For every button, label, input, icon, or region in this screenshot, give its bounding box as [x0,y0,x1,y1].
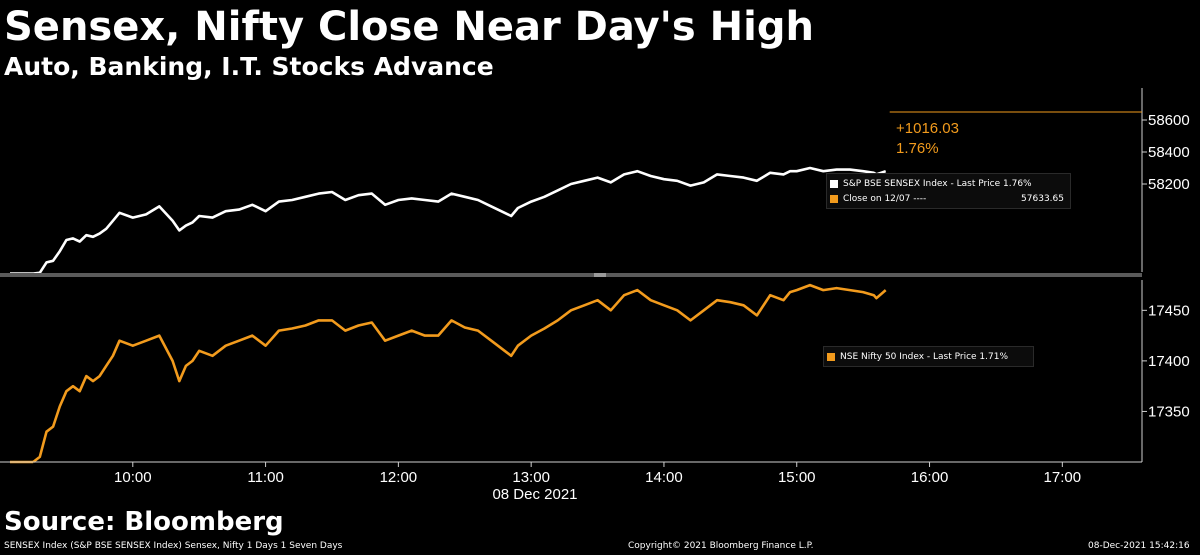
footer-timestamp: 08-Dec-2021 15:42:16 [1088,541,1190,551]
x-tick-label: 10:00 [114,469,152,486]
y-tick-label: 17400 [1148,353,1190,370]
x-tick-label: 15:00 [778,469,816,486]
panel-divider-handle[interactable] [594,273,606,277]
legend-swatch [830,194,838,203]
chart-subtitle: Auto, Banking, I.T. Stocks Advance [4,52,494,81]
chart-title: Sensex, Nifty Close Near Day's High [4,4,814,50]
y-tick-label: 17350 [1148,403,1190,420]
legend-label: S&P BSE SENSEX Index - Last Price 1.76% [843,178,1032,189]
y-tick-label: 58600 [1148,112,1190,129]
nifty-line [32,283,887,464]
panel-divider[interactable] [0,273,1142,277]
source-label: Source: Bloomberg [4,507,284,537]
change-annotation: +1016.03 [896,120,959,137]
x-tick-label: 16:00 [911,469,949,486]
footer-copyright: Copyright© 2021 Bloomberg Finance L.P. [628,541,814,551]
y-tick-label: 17450 [1148,302,1190,319]
legend-sensex: S&P BSE SENSEX Index - Last Price 1.76% … [826,173,1071,209]
legend-label: NSE Nifty 50 Index - Last Price 1.71% [840,351,1009,362]
x-axis: 10:00 11:00 12:00 13:00 14:00 15:00 16:00 17:00 [0,461,1142,486]
legend-item: S&P BSE SENSEX Index - Last Price 1.76% [830,176,1064,191]
x-tick-label: 14:00 [645,469,683,486]
date-label: 08 Dec 2021 [492,486,577,503]
legend-nifty: NSE Nifty 50 Index - Last Price 1.71% [823,346,1034,367]
nifty-panel: 17350 17400 17450 [10,280,1190,464]
x-tick-label: 13:00 [512,469,550,486]
x-tick-label: 17:00 [1044,469,1082,486]
legend-swatch [830,179,838,188]
legend-swatch [827,352,835,361]
legend-item: Close on 12/07 ---- 57633.65 [830,191,1064,206]
legend-value: 57633.65 [1021,193,1064,204]
y-tick-label: 58200 [1148,176,1190,193]
percent-annotation: 1.76% [896,140,939,157]
y-tick-label: 58400 [1148,144,1190,161]
sensex-line [33,166,887,275]
footer-left: SENSEX Index (S&P BSE SENSEX Index) Sens… [4,541,343,551]
x-tick-label: 12:00 [380,469,418,486]
legend-label: Close on 12/07 ---- [843,193,927,204]
sensex-panel: 58200 58400 58600 [10,88,1190,275]
x-tick-label: 11:00 [247,469,283,486]
legend-item: NSE Nifty 50 Index - Last Price 1.71% [827,349,1027,364]
